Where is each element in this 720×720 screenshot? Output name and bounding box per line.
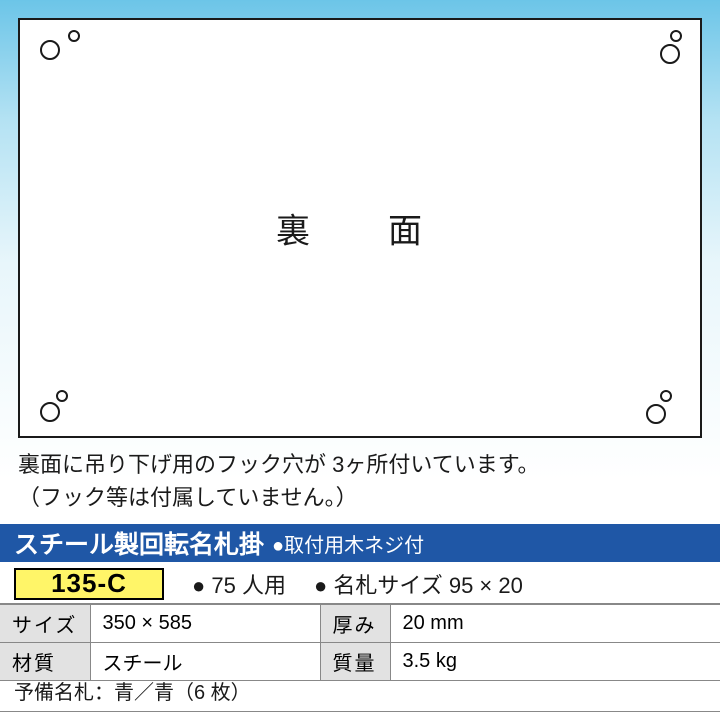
code-row: 135-C ● 75 人用 ● 名札サイズ 95 × 20 bbox=[0, 564, 720, 604]
spare-tag-text: 予備名札：青／青（6 枚） bbox=[14, 682, 251, 704]
product-code-badge: 135-C bbox=[14, 568, 164, 600]
spec-label: サイズ bbox=[0, 605, 90, 643]
title-main: スチール製回転名札掛 bbox=[14, 525, 264, 561]
note-text: 裏面に吊り下げ用のフック穴が 3ヶ所付いています。 （フック等は付属していません… bbox=[18, 448, 702, 514]
spec-value: 350 × 585 bbox=[90, 605, 320, 643]
diagram-center-label: 裏 面 bbox=[276, 204, 444, 253]
tag-size-spec: ● 名札サイズ 95 × 20 bbox=[314, 568, 523, 600]
table-row: サイズ 350 × 585 厚み 20 mm bbox=[0, 605, 720, 643]
spec-value: 20 mm bbox=[390, 605, 720, 643]
title-bar: スチール製回転名札掛 ●取付用木ネジ付 bbox=[0, 524, 720, 562]
back-side-diagram: 裏 面 bbox=[18, 18, 702, 438]
capacity-spec: ● 75 人用 bbox=[192, 568, 286, 600]
title-sub: ●取付用木ネジ付 bbox=[272, 529, 424, 558]
note-line-2: （フック等は付属していません。） bbox=[18, 481, 702, 514]
spare-tag-row: 予備名札：青／青（6 枚） bbox=[0, 670, 720, 712]
note-line-1: 裏面に吊り下げ用のフック穴が 3ヶ所付いています。 bbox=[18, 448, 702, 481]
spec-label: 厚み bbox=[320, 605, 390, 643]
